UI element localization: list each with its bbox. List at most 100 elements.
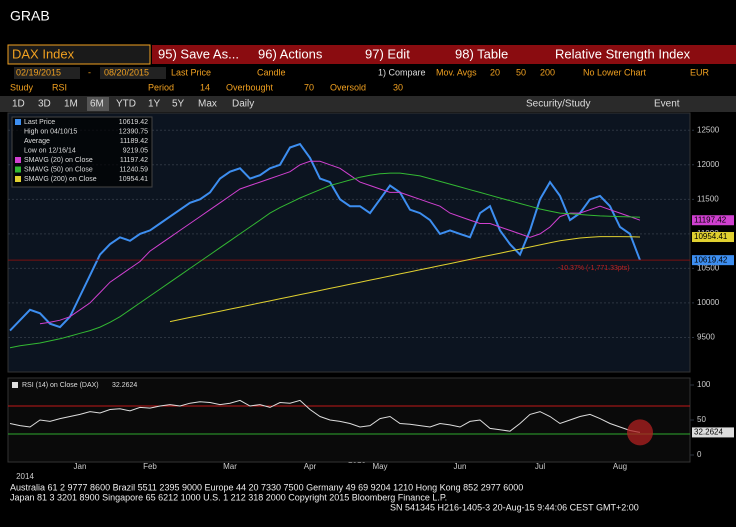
legend-label: High on 04/10/15 [24,128,77,135]
date-separator: - [88,67,91,77]
frequency[interactable]: Daily [232,99,254,110]
field-box[interactable] [100,67,166,79]
range-tab[interactable]: 1D [12,99,25,110]
ma-period[interactable]: 20 [490,67,500,77]
legend-swatch [15,176,21,182]
y-tick-label: 10000 [697,298,720,307]
legend-box [11,116,153,188]
annotation: -10.37% (-1,771.33pts) [558,265,630,272]
legend-label: SMAVG (50) on Close [24,166,93,173]
range-tab[interactable]: Max [198,99,217,110]
currency[interactable]: EUR [690,67,710,77]
legend-swatch [15,119,21,125]
legend-value: 10954.41 [119,176,148,183]
footer-line: SN 541345 H216-1405-3 20-Aug-15 9:44:06 … [390,502,639,512]
overbought[interactable]: 70 [304,82,314,92]
ma-period[interactable]: 50 [516,67,526,77]
menu-button[interactable]: 95) Save As... [158,46,239,61]
lower-chart[interactable]: No Lower Chart [583,67,647,77]
y-tick-label: 11500 [697,194,719,203]
y-tick-label: 9500 [697,333,715,342]
legend-value: 10619.42 [119,119,148,126]
range-tab[interactable]: 1M [64,99,78,110]
compare[interactable]: 1) Compare [378,67,426,77]
plot-area [7,377,691,463]
x-tick-label: May [372,462,387,471]
last-value-box [692,215,734,226]
menu-bar [152,45,736,64]
highlight-circle [627,419,653,446]
end-date[interactable]: 08/20/2015 [104,67,149,77]
field-box[interactable] [14,67,80,79]
mov-avgs[interactable]: Mov. Avgs [436,67,477,77]
y-tick-label: 12500 [697,125,720,134]
event[interactable]: Event [654,99,680,110]
legend-label: Last Price [24,119,55,126]
series-line [9,399,641,433]
year-label: 2014 [16,472,34,481]
toolbar [0,96,736,112]
legend-value: 12390.75 [119,128,148,135]
legend-label: SMAVG (20) on Close [24,157,93,164]
legend-swatch [15,166,21,173]
legend-label: Average [24,138,50,145]
series-line [9,142,641,332]
legend-value: 11197.42 [120,157,148,164]
oversold[interactable]: 30 [393,82,403,92]
last-value-label: 10954.41 [694,232,728,241]
last-value-label: 11197.42 [694,215,727,224]
legend-label: SMAVG (200) on Close [24,176,97,183]
x-tick-label: Feb [143,462,157,471]
y-tick-label: 10500 [697,264,720,273]
legend-label: RSI (14) on Close (DAX) [22,382,99,389]
range-tab[interactable]: 5Y [172,99,185,110]
y-tick-label: 0 [697,450,702,459]
legend-value: 32.2624 [112,382,137,389]
legend-label: Low on 12/16/14 [24,147,76,154]
overbought-label: Overbought [226,82,274,92]
window-title: GRAB [10,8,50,24]
series-line [9,172,641,349]
security[interactable]: DAX Index [12,46,75,61]
study-label: Study [10,82,34,92]
last-value-label: 32.2624 [694,428,723,437]
range-tab[interactable]: 1Y [148,99,161,110]
last-value-box [692,255,734,266]
security-box[interactable] [7,44,151,65]
y-tick-label: 100 [697,380,711,389]
x-tick-label: Apr [304,462,317,471]
legend-swatch [12,382,18,388]
range-tab[interactable]: 3D [38,99,51,110]
series-line [169,236,641,323]
chart-style[interactable]: Candle [257,67,286,77]
menu-button[interactable]: 97) Edit [365,46,410,61]
footer-line: Australia 61 2 9777 8600 Brazil 5511 239… [10,482,523,492]
price-field[interactable]: Last Price [171,67,211,77]
oversold-label: Oversold [330,82,366,92]
last-value-box [692,427,734,438]
legend-swatch [15,157,21,163]
x-tick-label: Aug [613,462,627,471]
y-tick-label: 50 [697,415,706,424]
x-tick-label: Mar [223,462,237,471]
menu-button[interactable]: 96) Actions [258,46,323,61]
footer-line: Japan 81 3 3201 8900 Singapore 65 6212 1… [10,492,447,502]
x-tick-label: Jan [74,462,87,471]
range-tab[interactable]: 6M [90,99,104,110]
period[interactable]: 14 [200,82,210,92]
start-date[interactable]: 02/19/2015 [16,67,61,77]
legend-value: 11240.59 [119,166,148,173]
period-label: Period [148,82,174,92]
range-selected [87,97,109,111]
security-study[interactable]: Security/Study [526,99,590,110]
range-tab[interactable]: YTD [116,99,136,110]
last-value-box [692,232,734,243]
ma-period[interactable]: 200 [540,67,555,77]
legend-value: 9219.05 [123,147,148,154]
menu-button[interactable]: 98) Table [455,46,508,61]
study[interactable]: RSI [52,82,67,92]
legend-value: 11189.42 [120,138,148,145]
x-tick-label: Jul [535,462,545,471]
y-tick-label: 12000 [697,160,720,169]
